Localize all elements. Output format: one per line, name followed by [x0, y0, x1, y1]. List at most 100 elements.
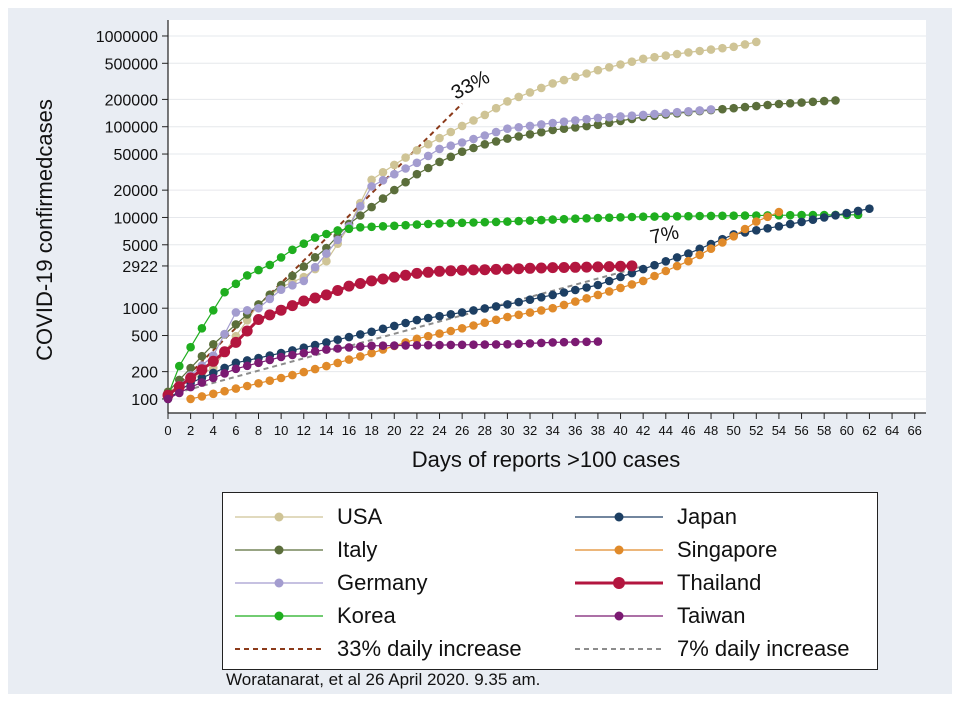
data-point-italy	[571, 123, 580, 132]
x-tick-label: 2	[187, 423, 194, 438]
caption: Woratanarat, et al 26 April 2020. 9.35 a…	[226, 670, 541, 689]
data-point-italy	[367, 202, 376, 212]
data-point-singapore	[763, 212, 772, 222]
legend-swatch	[575, 648, 663, 650]
legend-item-germany: Germany	[233, 568, 427, 598]
data-point-usa	[559, 75, 569, 85]
data-point-taiwan	[231, 364, 241, 374]
data-point-singapore	[604, 287, 614, 296]
legend-item-singapore: Singapore	[573, 535, 777, 565]
data-point-thailand	[377, 273, 389, 285]
data-point-japan	[661, 257, 671, 266]
data-point-japan	[582, 283, 591, 292]
data-point-singapore	[774, 207, 784, 217]
chart: 1002005001000292250001000020000500001000…	[32, 20, 926, 472]
data-point-japan	[333, 335, 343, 345]
data-point-germany	[288, 281, 297, 290]
data-point-japan	[593, 280, 603, 290]
data-point-korea	[446, 218, 456, 228]
data-point-italy	[231, 320, 241, 329]
y-tick-label: 500000	[105, 56, 158, 73]
data-point-singapore	[593, 290, 603, 300]
data-point-taiwan	[367, 341, 376, 351]
x-tick-label: 28	[478, 423, 492, 438]
data-point-japan	[672, 253, 682, 262]
data-point-germany	[627, 111, 637, 120]
data-point-italy	[356, 211, 365, 220]
legend-label: Italy	[337, 537, 378, 562]
data-point-thailand	[196, 364, 208, 376]
data-point-korea	[695, 211, 704, 221]
data-point-singapore	[265, 376, 275, 386]
data-point-thailand	[501, 263, 513, 275]
legend-marker	[614, 545, 624, 555]
data-point-korea	[457, 218, 467, 228]
data-point-taiwan	[265, 355, 275, 365]
data-point-japan	[616, 272, 625, 282]
data-point-korea	[288, 245, 297, 255]
data-point-usa	[706, 45, 716, 54]
data-point-germany	[242, 306, 252, 315]
legend-label: USA	[337, 504, 383, 529]
y-tick-label: 10000	[114, 210, 159, 227]
data-point-germany	[525, 121, 535, 131]
reference-line-7pct	[167, 265, 644, 397]
data-point-thailand	[581, 261, 593, 273]
data-point-singapore	[457, 324, 467, 333]
data-point-singapore	[333, 358, 343, 368]
data-point-singapore	[322, 361, 331, 371]
data-point-singapore	[559, 300, 569, 310]
data-point-usa	[446, 127, 456, 137]
data-point-korea	[627, 212, 637, 222]
data-point-singapore	[446, 326, 456, 336]
data-point-thailand	[592, 261, 604, 273]
data-point-usa	[672, 49, 682, 59]
data-point-usa	[412, 146, 422, 155]
data-point-germany	[310, 262, 320, 272]
data-point-italy	[831, 96, 840, 105]
data-point-korea	[661, 212, 671, 221]
legend-label: 33% daily increase	[337, 636, 522, 661]
data-point-singapore	[695, 250, 704, 260]
data-point-germany	[276, 285, 286, 295]
data-point-singapore	[537, 306, 546, 315]
data-point-italy	[310, 253, 320, 262]
data-point-italy	[197, 351, 207, 361]
data-point-italy	[491, 137, 501, 146]
data-point-thailand	[343, 280, 355, 292]
x-tick-label: 40	[613, 423, 627, 438]
x-tick-label: 48	[704, 423, 718, 438]
data-point-italy	[401, 177, 410, 187]
data-point-taiwan	[209, 373, 218, 383]
y-axis-label: COVID-19 confirmedcases	[32, 99, 57, 361]
data-point-korea	[344, 224, 354, 234]
x-tick-label: 36	[568, 423, 582, 438]
data-point-japan	[231, 358, 241, 368]
data-point-korea	[638, 212, 648, 221]
legend-marker	[613, 577, 625, 589]
x-tick-label: 62	[862, 423, 876, 438]
data-point-italy	[209, 340, 218, 349]
data-point-usa	[491, 103, 501, 113]
data-point-korea	[480, 217, 490, 227]
data-point-singapore	[672, 261, 682, 271]
x-tick-label: 20	[387, 423, 401, 438]
data-point-thailand	[354, 278, 366, 289]
data-point-italy	[525, 130, 535, 139]
data-point-korea	[390, 221, 399, 231]
data-point-korea	[491, 217, 501, 227]
data-point-singapore	[582, 294, 591, 303]
legend-marker	[274, 611, 284, 621]
data-point-taiwan	[446, 340, 456, 350]
legend-marker	[274, 545, 284, 555]
data-point-japan	[559, 288, 569, 297]
data-point-italy	[288, 271, 297, 281]
legend-item-usa: USA	[233, 502, 382, 532]
data-point-germany	[220, 329, 229, 339]
data-point-japan	[808, 215, 818, 224]
data-point-japan	[684, 249, 693, 258]
data-point-usa	[661, 51, 671, 60]
data-point-italy	[593, 120, 603, 130]
legend: USA Italy Germany Korea 33% daily increase Ja…	[222, 492, 878, 670]
data-point-singapore	[650, 271, 659, 281]
